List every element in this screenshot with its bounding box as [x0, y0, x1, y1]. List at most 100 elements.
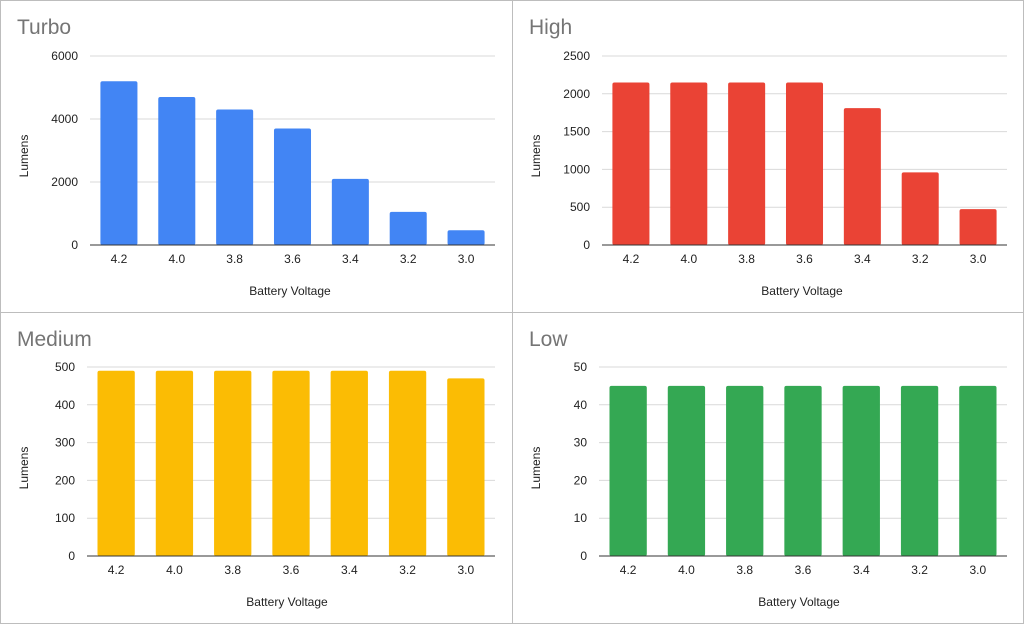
- x-tick-label: 3.2: [912, 252, 929, 266]
- plot-area: 0 500 1000 1500 2000 2500 4.2 4.0 3.8 3.6 3.4 3.2 3.…: [563, 49, 1007, 266]
- x-tick-label: 3.6: [283, 563, 300, 577]
- bar: [155, 370, 194, 556]
- medium-chart: Medium Lumens Battery Voltage 0 100 200 300…: [17, 328, 495, 609]
- x-tick-label: 3.4: [853, 563, 870, 577]
- bar: [272, 370, 310, 556]
- turbo-chart: Turbo Lumens Battery Voltage 0 2000 4000 60…: [17, 16, 495, 298]
- x-tick-label: 3.6: [284, 252, 301, 266]
- chart-title: Turbo: [17, 16, 71, 39]
- bar: [959, 209, 997, 245]
- y-tick-label: 2500: [563, 49, 590, 63]
- x-tick-label: 3.8: [736, 563, 753, 577]
- y-tick-label: 10: [574, 511, 588, 525]
- x-tick-label: 3.8: [224, 563, 241, 577]
- y-tick-label: 50: [574, 360, 588, 374]
- bar: [959, 385, 997, 556]
- y-tick-label: 500: [55, 360, 75, 374]
- x-tick-label: 4.0: [680, 252, 697, 266]
- x-tick-label: 3.0: [458, 252, 475, 266]
- x-tick-label: 3.4: [341, 563, 358, 577]
- y-axis-label: Lumens: [17, 447, 31, 490]
- y-tick-label: 1500: [563, 125, 590, 139]
- x-tick-label: 3.0: [458, 563, 475, 577]
- y-tick-label: 40: [574, 398, 588, 412]
- x-tick-label: 3.0: [970, 563, 987, 577]
- y-tick-label: 2000: [51, 175, 78, 189]
- x-tick-label: 4.2: [111, 252, 128, 266]
- x-tick-label: 4.0: [168, 252, 185, 266]
- bar: [330, 370, 368, 556]
- x-tick-label: 3.4: [342, 252, 359, 266]
- plot-area: 0 100 200 300 400 500 4.2 4.0 3.8 3.6 3.4 3.2 3.0: [55, 360, 495, 577]
- bar: [331, 178, 369, 245]
- x-tick-label: 3.6: [795, 563, 812, 577]
- x-tick-label: 4.0: [678, 563, 695, 577]
- y-axis-label: Lumens: [529, 135, 543, 178]
- bar: [158, 96, 196, 245]
- x-axis-label: Battery Voltage: [249, 284, 331, 298]
- panel-divider-horizontal: [1, 312, 1023, 313]
- chart-title: High: [529, 16, 572, 39]
- high-chart: High Lumens Battery Voltage 0 500 1000 1500…: [529, 16, 1007, 298]
- x-axis-label: Battery Voltage: [758, 595, 840, 609]
- x-tick-label: 3.4: [854, 252, 871, 266]
- bar: [667, 385, 706, 556]
- x-axis-label: Battery Voltage: [761, 284, 843, 298]
- bar: [726, 385, 764, 556]
- y-tick-label: 4000: [51, 112, 78, 126]
- bar: [97, 370, 135, 556]
- y-tick-label: 0: [68, 549, 75, 563]
- x-tick-label: 3.2: [400, 252, 417, 266]
- x-tick-label: 4.0: [166, 563, 183, 577]
- x-tick-label: 4.2: [620, 563, 637, 577]
- y-tick-label: 300: [55, 436, 75, 450]
- bar: [612, 82, 650, 246]
- bar: [389, 211, 427, 245]
- plot-area: 0 10 20 30 40 50 4.2 4.0 3.8 3.6 3.4 3.2 3.0: [574, 360, 1007, 577]
- bar: [447, 378, 485, 556]
- bar: [785, 82, 824, 246]
- bar: [214, 370, 252, 556]
- x-axis-label: Battery Voltage: [246, 595, 328, 609]
- x-tick-label: 3.8: [738, 252, 755, 266]
- x-tick-label: 3.0: [970, 252, 987, 266]
- chart-title: Medium: [17, 328, 92, 351]
- bar: [842, 385, 880, 556]
- x-tick-label: 3.6: [796, 252, 813, 266]
- bar: [609, 385, 647, 556]
- y-axis-label: Lumens: [17, 135, 31, 178]
- y-tick-label: 0: [580, 549, 587, 563]
- y-tick-label: 2000: [563, 87, 590, 101]
- y-tick-label: 400: [55, 398, 75, 412]
- y-tick-label: 500: [570, 200, 590, 214]
- plot-area: 0 2000 4000 6000 4.2 4.0 3.8 3.6 3.4 3.2 3.0: [51, 49, 495, 266]
- y-tick-label: 0: [71, 238, 78, 252]
- y-axis-label: Lumens: [529, 447, 543, 490]
- x-tick-label: 3.2: [911, 563, 928, 577]
- chart-title: Low: [529, 328, 568, 351]
- bar: [388, 370, 427, 556]
- y-tick-label: 30: [574, 436, 588, 450]
- x-tick-label: 4.2: [108, 563, 125, 577]
- bar: [670, 82, 708, 246]
- y-tick-label: 200: [55, 473, 75, 487]
- bar: [843, 108, 881, 245]
- y-tick-label: 0: [583, 238, 590, 252]
- x-tick-label: 3.2: [399, 563, 416, 577]
- bar: [784, 385, 822, 556]
- bar: [901, 172, 939, 245]
- y-tick-label: 20: [574, 473, 588, 487]
- y-tick-label: 100: [55, 511, 75, 525]
- low-chart: Low Lumens Battery Voltage 0 10 20 30 40 50 4.…: [529, 328, 1007, 609]
- bar: [900, 385, 939, 556]
- x-tick-label: 3.8: [226, 252, 243, 266]
- bar: [447, 230, 485, 245]
- bar: [100, 81, 138, 245]
- bar: [728, 82, 766, 246]
- bar: [273, 128, 312, 245]
- y-tick-label: 1000: [563, 162, 590, 176]
- y-tick-label: 6000: [51, 49, 78, 63]
- x-tick-label: 4.2: [623, 252, 640, 266]
- bar: [216, 109, 254, 245]
